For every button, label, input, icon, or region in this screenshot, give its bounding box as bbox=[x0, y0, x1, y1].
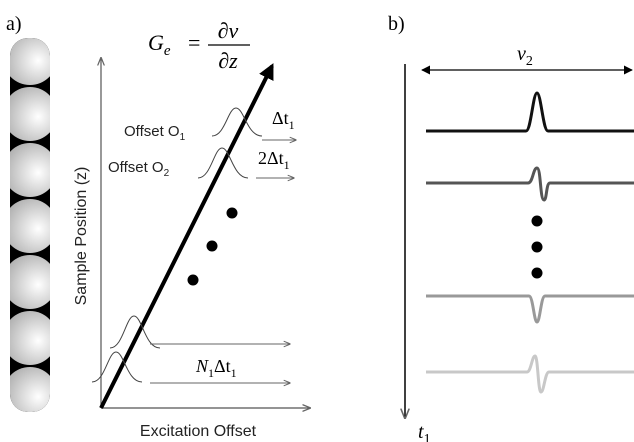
trace bbox=[426, 296, 634, 322]
ellipsis-dot bbox=[207, 241, 218, 252]
bead bbox=[3, 367, 57, 421]
ellipsis-dot bbox=[227, 208, 238, 219]
offset-label: Offset O1 bbox=[124, 123, 186, 143]
figure: a) Sample Position (z) Excitation Offset… bbox=[0, 0, 634, 442]
panel-label: a) bbox=[6, 13, 22, 35]
delay-label: 2Δt1 bbox=[258, 148, 290, 172]
bead bbox=[3, 199, 57, 253]
equation-equals: = bbox=[188, 30, 200, 55]
ellipsis-dot bbox=[188, 275, 199, 286]
ellipsis-dot bbox=[532, 268, 543, 279]
equation-lhs: Ge bbox=[148, 30, 171, 59]
trace bbox=[426, 93, 634, 131]
bead bbox=[3, 143, 57, 197]
sample-tube bbox=[3, 31, 57, 421]
trace bbox=[426, 168, 634, 200]
bead bbox=[3, 255, 57, 309]
ellipsis-dot bbox=[532, 216, 543, 227]
bead bbox=[3, 311, 57, 365]
y-axis-label: Sample Position (z) bbox=[73, 167, 90, 306]
delay-label: N1Δt1 bbox=[195, 356, 237, 380]
ellipsis-dot bbox=[532, 242, 543, 253]
x-axis-label: Excitation Offset bbox=[140, 423, 257, 440]
axis-label: t1 bbox=[418, 421, 431, 442]
equation-denominator: ∂z bbox=[218, 48, 238, 73]
trace bbox=[426, 356, 634, 392]
equation-numerator: ∂v bbox=[218, 18, 239, 43]
gradient-arrow bbox=[101, 66, 272, 408]
axis-label: v2 bbox=[517, 43, 533, 69]
delay-label: Δt1 bbox=[272, 108, 295, 132]
bead bbox=[3, 31, 57, 85]
panel-label: b) bbox=[388, 13, 405, 35]
offset-label: Offset O2 bbox=[108, 159, 170, 179]
bead bbox=[3, 87, 57, 141]
